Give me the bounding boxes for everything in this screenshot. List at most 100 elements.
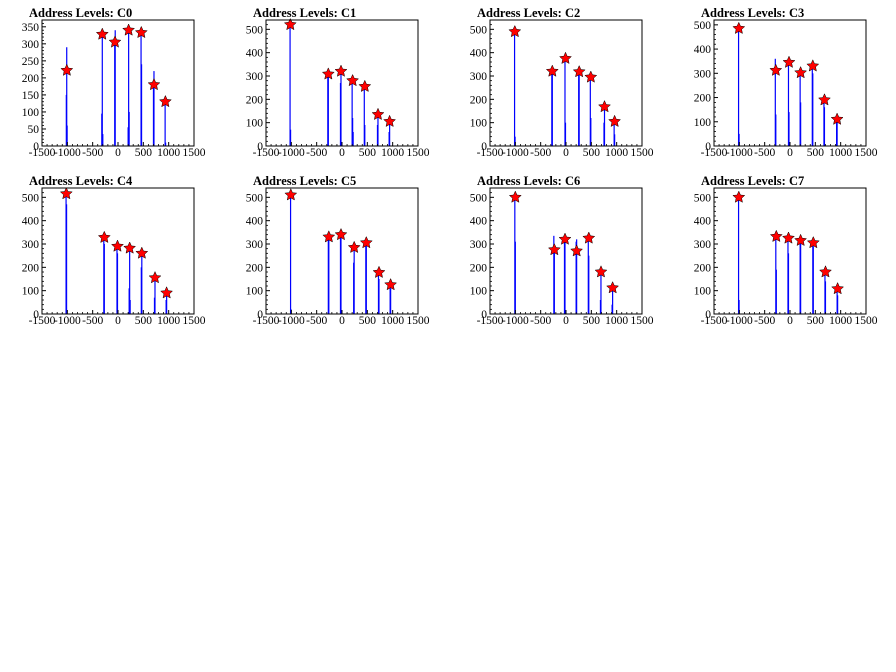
y-tick-label: 200 [470,94,488,106]
y-tick-label: 200 [22,73,40,85]
y-tick-label: 0 [33,141,39,153]
peak-marker-icon [782,55,796,68]
x-tick-label: 0 [339,147,345,159]
peak-marker-icon [794,233,808,247]
y-tick-label: 400 [246,216,264,228]
x-tick-label: 500 [359,315,377,327]
peak-marker-icon [95,27,109,40]
x-tick-label: 0 [787,315,793,327]
peak-marker-icon [831,281,845,295]
y-tick-label: 100 [22,107,40,119]
x-tick-label: 1500 [407,147,430,159]
y-tick-label: 200 [694,262,712,274]
x-tick-label: 1000 [157,315,180,327]
x-tick-label: -1000 [726,147,753,159]
y-tick-label: 300 [22,239,40,251]
y-tick-label: 400 [246,48,264,60]
x-tick-label: -500 [306,315,327,327]
x-tick-label: 0 [787,147,793,159]
x-tick-label: -1000 [726,315,753,327]
peak-marker-icon [383,114,397,128]
peak-marker-icon [559,51,572,64]
x-tick-label: 0 [339,315,345,327]
peak-marker-icon [158,94,172,108]
y-tick-label: 500 [694,20,712,32]
peak-marker-icon [321,67,335,80]
peak-marker-icon [60,63,74,76]
y-tick-label: 350 [22,22,40,34]
y-tick-label: 0 [705,309,711,321]
x-tick-label: 1500 [855,147,878,159]
chart-title: Address Levels: C7 [701,174,804,188]
peak-marker-icon [334,64,348,77]
y-tick-label: 100 [694,117,712,129]
x-tick-label: -1500 [477,147,504,159]
peak-marker-icon [108,35,122,48]
y-tick-label: 150 [22,90,40,102]
y-tick-label: 200 [246,94,264,106]
peak-marker-icon [322,230,336,243]
x-tick-label: -1500 [701,315,728,327]
peak-marker-icon [818,93,831,106]
x-tick-label: 1000 [381,147,404,159]
x-tick-label: 1000 [605,315,628,327]
x-tick-label: 1000 [157,147,180,159]
chart-panel-4: Address Levels: C4-1500-1000 -500 0 500 1000… [22,174,206,327]
peak-marker-icon [594,265,608,278]
plot-frame [489,187,643,315]
y-tick-label: 300 [246,71,264,83]
chart-panel-6: Address Levels: C6-1500-1000 -500 0 500 1000… [470,174,654,327]
y-tick-label: 200 [470,262,488,274]
peak-marker-icon [769,63,783,76]
peak-marker-icon [358,79,372,92]
peak-marker-icon [371,107,385,121]
chart-title: Address Levels: C4 [29,174,133,188]
x-tick-label: -500 [530,315,551,327]
y-tick-label: 200 [246,262,264,274]
peak-marker-icon [508,190,522,203]
x-tick-label: -500 [754,147,775,159]
plot-frame [713,19,867,147]
peak-marker-icon [584,70,598,83]
peak-marker-icon [608,114,622,128]
y-tick-label: 400 [470,48,488,60]
x-tick-label: 1000 [605,147,628,159]
chart-panel-7: Address Levels: C7-1500-1000 -500 0 500 1000… [694,174,878,327]
y-tick-label: 200 [22,262,40,274]
x-tick-label: 1000 [381,315,404,327]
x-tick-label: 500 [583,315,601,327]
peak-marker-icon [508,24,522,38]
x-tick-label: -500 [82,147,103,159]
y-tick-label: 300 [470,71,488,83]
x-tick-label: -500 [306,147,327,159]
chart-panel-5: Address Levels: C5-1500-1000 -500 0 500 1000… [246,174,430,327]
peak-marker-icon [830,112,844,125]
chart-title: Address Levels: C3 [701,6,804,20]
y-tick-label: 400 [470,216,488,228]
peak-marker-icon [283,17,297,31]
chart-title: Address Levels: C5 [253,174,356,188]
peak-marker-icon [347,240,361,254]
peak-marker-icon [819,265,833,278]
peak-marker-icon [346,73,360,87]
peak-marker-icon [598,99,611,113]
y-tick-label: 500 [22,192,40,204]
peak-marker-icon [372,265,386,279]
x-tick-label: -500 [82,315,103,327]
chart-title: Address Levels: C6 [477,174,580,188]
peak-marker-icon [97,230,111,244]
chart-panel-1: Address Levels: C1-1500-1000 -500 0 500 1000… [246,6,430,159]
x-tick-label: 1500 [183,147,206,159]
x-tick-label: 500 [583,147,601,159]
peak-marker-icon [111,239,124,252]
x-tick-label: 1000 [829,315,852,327]
y-tick-label: 0 [481,141,487,153]
plot-frame [265,187,419,315]
x-tick-label: 500 [807,315,825,327]
y-tick-label: 100 [694,286,712,298]
x-tick-label: -1500 [253,315,280,327]
peak-marker-icon [59,186,73,200]
y-tick-label: 0 [705,141,711,153]
y-tick-label: 400 [22,216,40,228]
x-tick-label: 500 [807,147,825,159]
